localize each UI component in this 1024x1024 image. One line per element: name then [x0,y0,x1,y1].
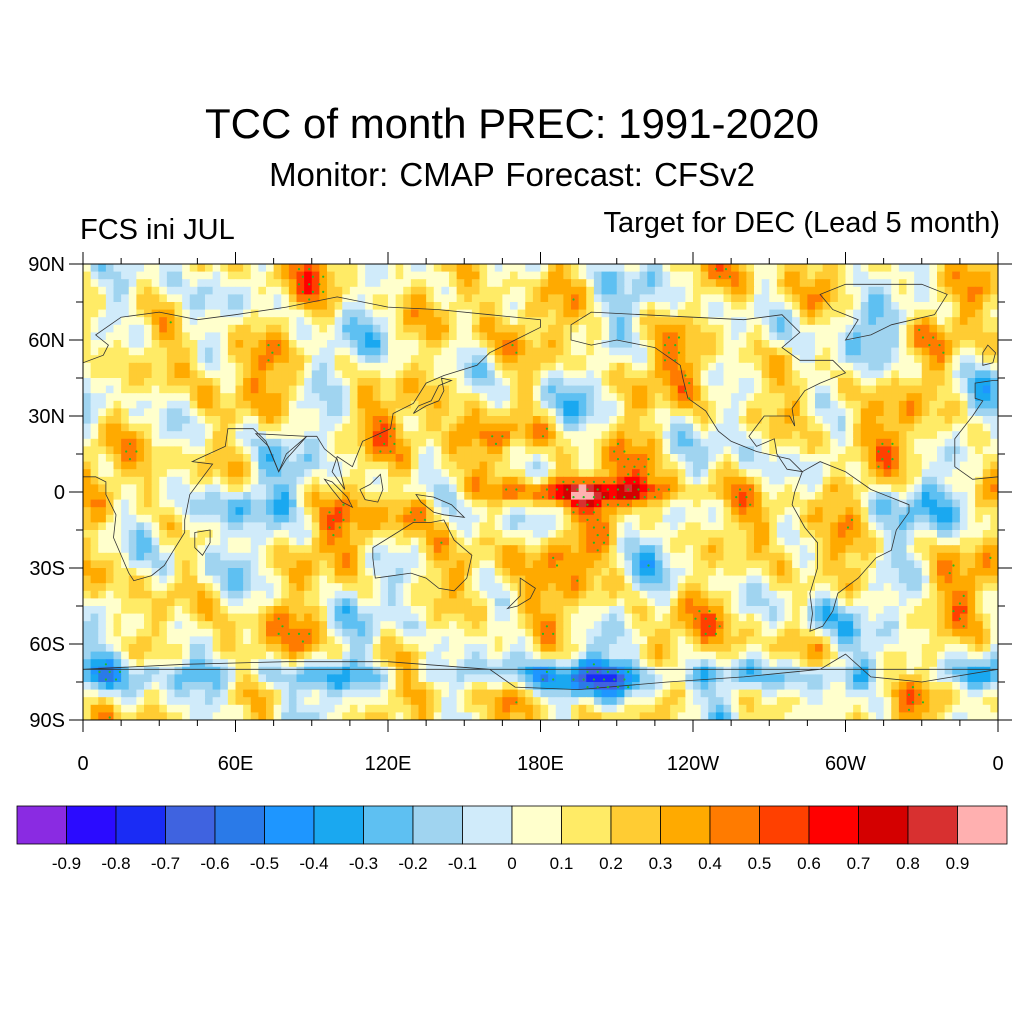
colorbar-swatch [165,805,216,845]
colorbar-label: 0.3 [649,854,673,873]
colorbar-label: 0.1 [550,854,574,873]
initialization-label: FCS ini JUL [80,214,235,246]
colorbar-swatch [957,805,1008,845]
colorbar-swatch [412,805,463,845]
lon-tick-label: 0 [77,753,88,775]
colorbar-label: -0.4 [299,854,328,873]
colorbar-swatch [363,805,414,845]
colorbar-swatch [858,805,909,845]
colorbar-swatch [759,805,810,845]
target-label: Target for DEC (Lead 5 month) [603,207,1000,239]
colorbar-label: 0.5 [748,854,772,873]
lon-tick-label: 180E [517,753,564,775]
colorbar-swatch [907,805,958,845]
colorbar-swatch [313,805,364,845]
lon-tick-label: 120W [667,753,719,775]
lat-tick-label: 60N [28,330,65,352]
lat-tick-label: 90S [29,710,65,732]
colorbar-swatch [660,805,711,845]
colorbar-swatch [808,805,859,845]
map-title: TCC of month PREC: 1991-2020 [205,100,819,147]
colorbar-label: 0.8 [896,854,920,873]
map-axes: 90N 60N 30N 0 30S 60S 90S 0 60E 120E 180E 120W 60W 0 [28,252,1012,775]
colorbar-swatch [462,805,513,845]
lat-tick-label: 90N [28,254,65,276]
lat-tick-label: 0 [54,482,65,504]
colorbar-label: 0.7 [847,854,871,873]
colorbar-swatch [561,805,612,845]
colorbar-label: -0.5 [250,854,279,873]
colorbar-label: -0.9 [52,854,81,873]
lon-tick-label: 0 [992,753,1003,775]
colorbar-label: -0.7 [151,854,180,873]
lat-tick-label: 30N [28,406,65,428]
lon-tick-label: 60W [825,753,866,775]
colorbar-label: 0.9 [946,854,970,873]
colorbar-swatch [264,805,315,845]
map-subtitle: Monitor: CMAP Forecast: CFSv2 [269,156,755,193]
lat-tick-label: 60S [29,634,65,656]
colorbar-label: -0.1 [448,854,477,873]
colorbar-swatch [115,805,166,845]
colorbar-label: 0.6 [797,854,821,873]
colorbar-swatch [214,805,265,845]
colorbar-swatch [709,805,760,845]
lon-tick-label: 60E [218,753,254,775]
colorbar-label: -0.8 [101,854,130,873]
colorbar-label: -0.3 [349,854,378,873]
lat-tick-label: 30S [29,558,65,580]
colorbar-swatch [66,805,117,845]
colorbar: -0.9 -0.8 -0.7 -0.6 -0.5 -0.4 -0.3 -0.2 -0.1 0 0.1… [16,805,1008,873]
coastlines [83,283,998,691]
colorbar-label: 0.2 [599,854,623,873]
colorbar-label: 0 [507,854,516,873]
colorbar-swatch [511,805,562,845]
colorbar-swatch [16,805,67,845]
correlation-field [83,264,998,720]
lon-tick-label: 120E [365,753,412,775]
colorbar-label: 0.4 [698,854,722,873]
colorbar-label: -0.2 [398,854,427,873]
colorbar-swatch [610,805,661,845]
significance-stippling [98,268,992,719]
colorbar-label: -0.6 [200,854,229,873]
